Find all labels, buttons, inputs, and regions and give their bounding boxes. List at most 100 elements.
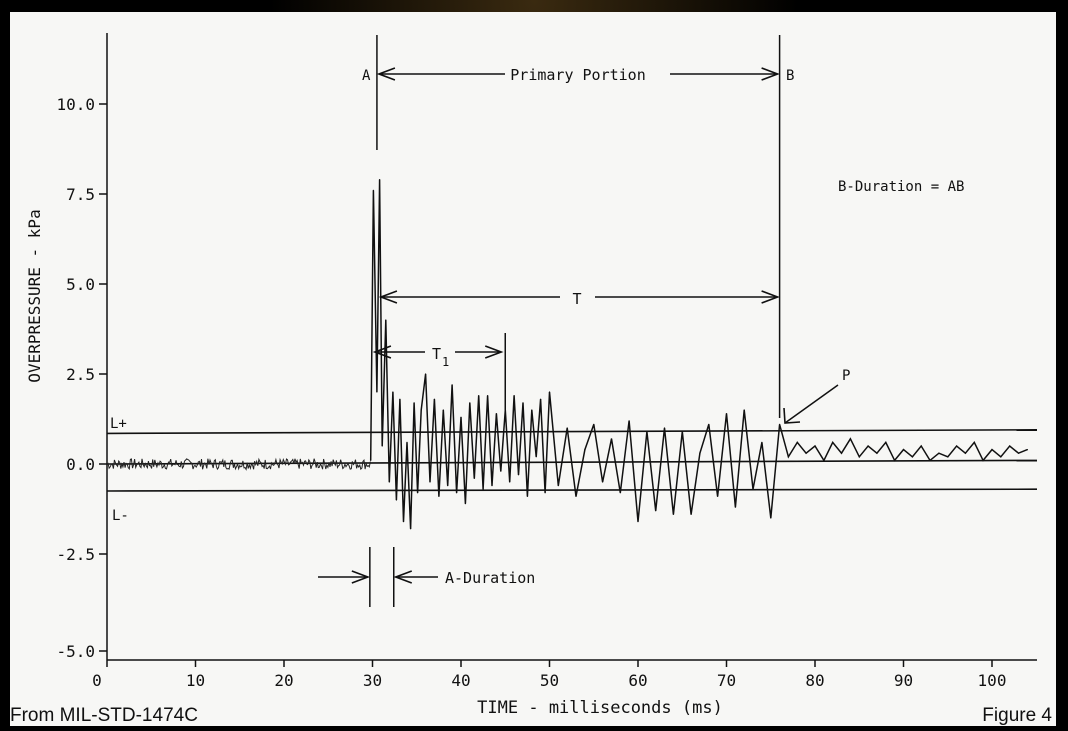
data-point: [395, 499, 397, 501]
data-point: [805, 452, 807, 454]
data-point: [478, 395, 480, 397]
data-point: [593, 423, 595, 425]
data-point: [406, 441, 408, 443]
data-point: [429, 481, 431, 483]
x-tick-label: 30: [363, 671, 382, 690]
data-point: [699, 452, 701, 454]
x-tick-label: 90: [894, 671, 913, 690]
data-point: [725, 413, 728, 415]
primary-arrow-right-head: [761, 67, 780, 81]
data-point: [402, 521, 405, 523]
annotation-t1-main: T: [432, 345, 441, 363]
data-point: [637, 521, 639, 523]
data-point: [938, 452, 940, 454]
data-point: [690, 513, 692, 516]
y-tick-label: 5.0: [66, 275, 95, 294]
data-point: [372, 189, 374, 191]
data-point: [433, 398, 435, 400]
t1-arrow-left-head: [372, 345, 392, 359]
data-point: [814, 445, 816, 447]
data-point: [385, 319, 387, 321]
data-point: [451, 384, 453, 386]
y-tick-label: -2.5: [56, 545, 95, 564]
data-point: [379, 179, 381, 181]
data-point: [717, 495, 719, 497]
data-point: [566, 427, 568, 429]
l-plus-line: [106, 428, 1038, 435]
p-arrow-head: [783, 407, 801, 424]
data-point: [1017, 452, 1020, 454]
data-point: [460, 416, 462, 418]
data-point: [885, 441, 887, 443]
data-point: [1009, 445, 1011, 447]
data-point: [464, 503, 466, 505]
data-point: [487, 395, 489, 397]
data-point: [469, 402, 471, 404]
x-tick-label: 70: [717, 671, 736, 690]
y-tick-label: 10.0: [56, 95, 95, 114]
y-tick-label: 0.0: [66, 455, 95, 474]
annotation-primary-portion: Primary Portion: [510, 66, 645, 84]
data-point: [544, 492, 546, 494]
data-point: [982, 459, 984, 461]
x-tick-label: 0: [92, 671, 102, 690]
x-tick-label: 50: [540, 671, 559, 690]
data-point: [770, 517, 772, 519]
data-point: [370, 459, 372, 461]
data-point: [1000, 456, 1002, 458]
data-point: [447, 485, 449, 487]
x-tick-label: 80: [805, 671, 824, 690]
data-point: [779, 423, 781, 425]
annotation-a: A: [362, 68, 371, 84]
annotation-t1: T1: [432, 345, 449, 369]
data-point: [557, 485, 559, 487]
data-point: [420, 409, 422, 411]
data-point: [761, 441, 763, 443]
data-point: [575, 495, 577, 497]
t-arrow-left-head: [378, 290, 398, 304]
p-arrow-shaft: [784, 384, 839, 424]
annotation-b: B: [786, 68, 794, 84]
data-point: [708, 423, 710, 425]
overpressure-trace: [369, 179, 1028, 529]
data-point: [413, 402, 415, 404]
data-point: [743, 409, 745, 411]
data-point: [410, 528, 412, 530]
x-tick-label: 10: [186, 671, 205, 690]
data-point: [823, 459, 825, 461]
data-point: [787, 456, 790, 458]
x-tick-label: 20: [274, 671, 293, 690]
data-point: [548, 391, 551, 393]
t1-arrow-right-head: [484, 345, 504, 359]
data-point: [388, 481, 390, 483]
paper-scan: [10, 12, 1056, 726]
data-point: [929, 459, 931, 461]
data-point: [442, 409, 444, 411]
y-tick-label: 2.5: [66, 365, 95, 384]
data-point: [964, 452, 967, 454]
data-point: [584, 449, 586, 451]
annotation-t1-sub: 1: [442, 355, 449, 369]
x-axis-label: TIME - milliseconds (ms): [477, 698, 723, 718]
data-point: [1026, 449, 1028, 451]
data-point: [491, 485, 493, 487]
data-point: [610, 438, 613, 440]
data-point: [531, 409, 533, 411]
data-point: [655, 510, 657, 512]
data-point: [796, 441, 798, 443]
data-point: [381, 445, 383, 447]
data-point: [473, 477, 475, 479]
y-axis-label: OVERPRESSURE - kPa: [25, 209, 44, 382]
data-point: [500, 470, 502, 472]
data-point: [672, 513, 675, 516]
annotation-b-duration: B-Duration = AB: [838, 179, 964, 195]
data-point: [495, 413, 497, 415]
data-point: [517, 474, 520, 476]
data-point: [947, 456, 949, 458]
t-arrow-right-head: [761, 290, 780, 304]
data-point: [509, 481, 511, 483]
data-point: [681, 431, 683, 433]
data-point: [482, 488, 484, 490]
